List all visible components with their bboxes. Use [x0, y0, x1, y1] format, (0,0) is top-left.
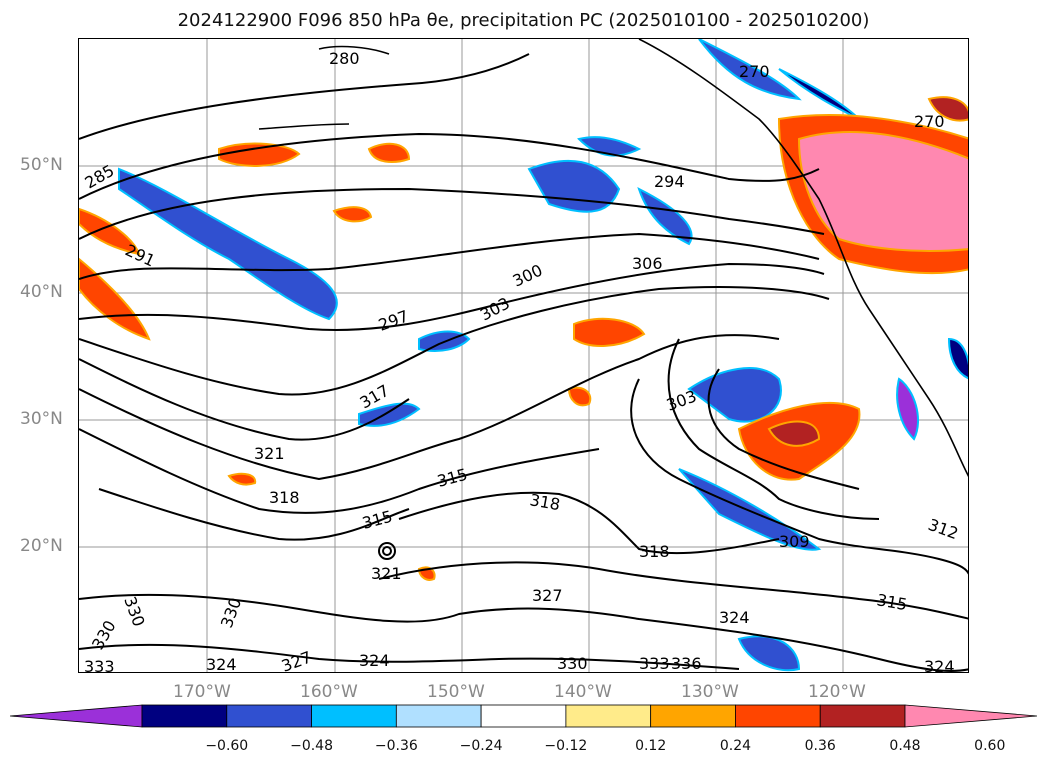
colorbar-segment: [226, 704, 312, 728]
contour-label: 315: [360, 507, 394, 533]
colorbar-tick-label: 0.48: [889, 738, 921, 754]
lon-label: 120°W: [808, 682, 866, 702]
map-canvas: 280 285 291 297 300 303 306 294 270 270 …: [79, 39, 968, 673]
colorbar-segment: [650, 704, 736, 728]
contour-label: 324: [719, 608, 750, 627]
lon-label: 170°W: [173, 682, 231, 702]
contour-label: 336: [671, 654, 702, 673]
contour-label: 297: [376, 306, 411, 334]
contour-label: 327: [279, 647, 314, 673]
lon-label: 130°W: [681, 682, 739, 702]
contour-label: 312: [926, 515, 961, 543]
contour-label: 309: [779, 532, 810, 551]
colorbar-tick-label: −0.48: [290, 738, 333, 754]
contour-label: 324: [359, 651, 390, 670]
colorbar-tick-label: −0.12: [544, 738, 588, 754]
colorbar-segment: [141, 704, 228, 728]
contour-label: 315: [435, 465, 469, 491]
contour-label: 321: [371, 564, 402, 583]
contour-label: 318: [639, 542, 670, 561]
colorbar-segment: [565, 704, 652, 728]
contour-label: 324: [206, 655, 237, 673]
precip-positive: [79, 96, 968, 581]
lat-label: 30°N: [20, 409, 63, 429]
colorbar-tick-label: 0.60: [974, 738, 1006, 754]
contour-label: 330: [557, 654, 588, 673]
contour-label: 330: [217, 595, 245, 630]
contour-label: 291: [122, 240, 158, 270]
colorbar-segment: [819, 704, 906, 728]
colorbar-segment: [480, 704, 567, 728]
contour-label: 318: [528, 490, 561, 514]
map-panel: 280 285 291 297 300 303 306 294 270 270 …: [78, 38, 969, 673]
contour-label: 300: [510, 260, 546, 290]
contour-label: 333: [639, 654, 670, 673]
colorbar-tick-label: 0.12: [635, 738, 667, 754]
colorbar-segment: [395, 704, 482, 728]
contour-label: 333: [84, 657, 115, 673]
contour-label: 321: [254, 444, 285, 463]
figure-title: 2024122900 F096 850 hPa θe, precipitatio…: [177, 10, 870, 31]
lat-label: 20°N: [20, 536, 63, 556]
coastline: [258, 39, 968, 477]
lon-label: 150°W: [427, 682, 485, 702]
lat-label: 40°N: [20, 282, 63, 302]
contour-label: 315: [875, 590, 908, 614]
colorbar-segment: [735, 704, 821, 728]
theta-e-contours: [79, 53, 968, 672]
colorbar-tick-label: 0.36: [804, 738, 836, 754]
contour-label: 280: [329, 49, 360, 68]
contour-label: 327: [532, 586, 563, 605]
colorbar-tick-label: −0.36: [374, 738, 418, 754]
contour-label: 270: [739, 62, 770, 81]
colorbar-extend-min: [10, 704, 143, 728]
lon-label: 160°W: [300, 682, 358, 702]
contour-label: 324: [924, 657, 955, 673]
colorbar-extend-max: [904, 704, 1037, 728]
lon-label: 140°W: [554, 682, 612, 702]
colorbar-tick-label: 0.24: [719, 738, 752, 754]
contour-label: 330: [120, 594, 148, 629]
colorbar-segment: [311, 704, 397, 728]
colorbar-tick-label: −0.24: [459, 738, 503, 754]
contour-label: 285: [82, 161, 118, 193]
contour-label: 270: [914, 112, 945, 131]
contour-label: 318: [269, 488, 300, 507]
contour-label: 306: [632, 254, 663, 273]
lat-label: 50°N: [20, 155, 63, 175]
contour-label: 294: [654, 172, 685, 191]
colorbar: [10, 704, 1037, 728]
colorbar-tick-label: −0.60: [205, 738, 249, 754]
